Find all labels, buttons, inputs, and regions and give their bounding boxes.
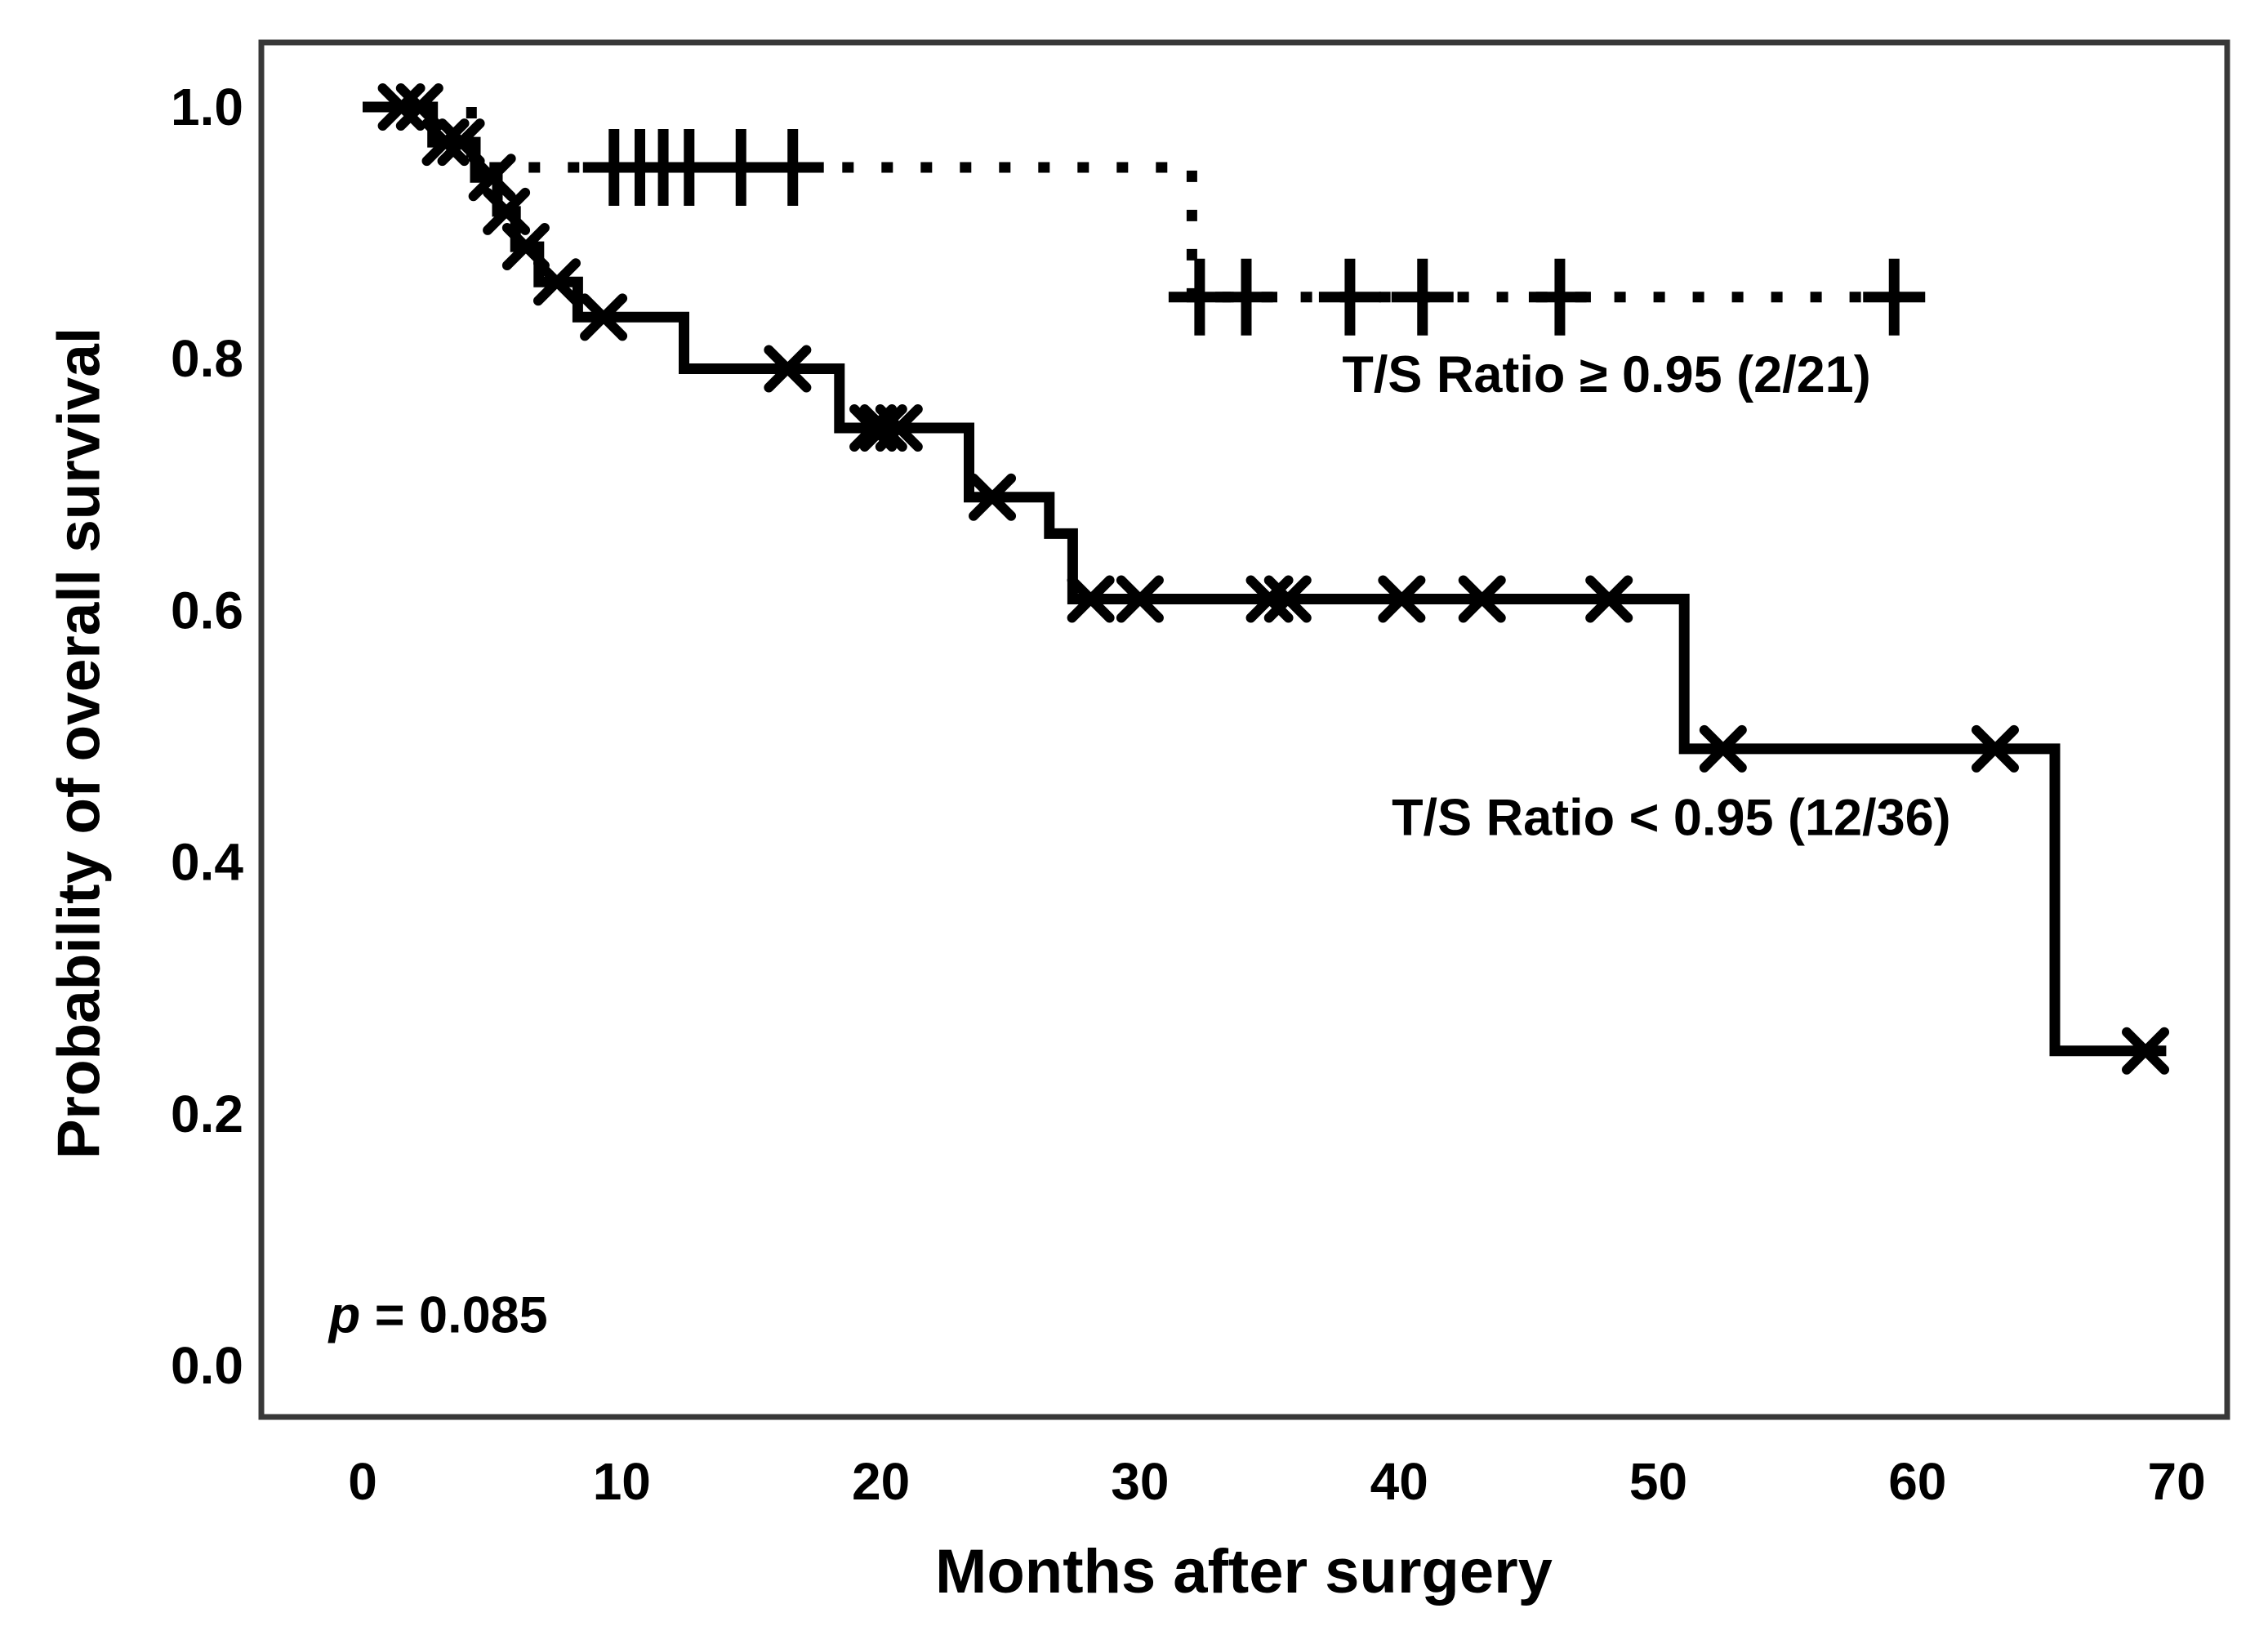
censor-x-mark — [1263, 575, 1312, 623]
y-tick-label: 0.4 — [171, 833, 243, 892]
y-tick-label: 0.6 — [171, 581, 243, 639]
series-label: T/S Ratio < 0.95 (12/36) — [1392, 790, 1951, 847]
x-tick-label: 20 — [852, 1452, 910, 1511]
y-tick-label: 1.0 — [171, 78, 243, 136]
y-tick-label: 0.8 — [171, 329, 243, 388]
censor-x-mark — [969, 473, 1017, 521]
censor-x-mark — [1699, 724, 1747, 773]
censor-x-mark — [764, 345, 812, 393]
censor-x-mark — [1585, 575, 1633, 623]
censor-x-mark — [875, 403, 923, 452]
x-tick-label: 60 — [1888, 1452, 1946, 1511]
p-value-annotation: p = 0.085 — [328, 1286, 548, 1343]
x-axis-tick-labels: 0 10 20 30 40 50 60 70 — [348, 1452, 2205, 1511]
censor-x-mark — [1378, 575, 1426, 623]
plot-frame — [258, 39, 2230, 1420]
censor-x-mark — [1067, 575, 1115, 623]
censor-x-mark — [580, 293, 628, 341]
x-tick-label: 70 — [2148, 1452, 2206, 1511]
censor-x-mark — [532, 258, 581, 306]
censor-x-mark — [1116, 575, 1164, 623]
y-tick-label: 0.0 — [171, 1336, 243, 1395]
x-axis-title: Months after surgery — [935, 1537, 1553, 1606]
y-axis-tick-labels: 1.0 0.8 0.6 0.4 0.2 0.0 — [171, 78, 243, 1395]
censor-x-mark — [468, 154, 516, 202]
y-axis-title: Probability of overall survival — [47, 327, 113, 1159]
censor-x-mark — [1971, 724, 2019, 773]
censor-x-mark — [859, 403, 907, 452]
x-tick-label: 50 — [1629, 1452, 1687, 1511]
series-ts-ratio-lt-095: T/S Ratio < 0.95 (12/36) — [363, 83, 2170, 1075]
series-label: T/S Ratio ≥ 0.95 (2/21) — [1342, 346, 1870, 403]
censor-x-mark — [2122, 1027, 2170, 1075]
censor-x-mark — [1458, 575, 1506, 623]
x-tick-label: 40 — [1370, 1452, 1428, 1511]
y-tick-label: 0.2 — [171, 1085, 243, 1143]
x-tick-label: 30 — [1111, 1452, 1169, 1511]
censor-x-mark — [421, 118, 470, 167]
censor-x-mark — [395, 83, 443, 131]
x-tick-label: 0 — [348, 1452, 377, 1511]
censor-x-mark — [483, 187, 531, 235]
x-tick-label: 10 — [593, 1452, 651, 1511]
